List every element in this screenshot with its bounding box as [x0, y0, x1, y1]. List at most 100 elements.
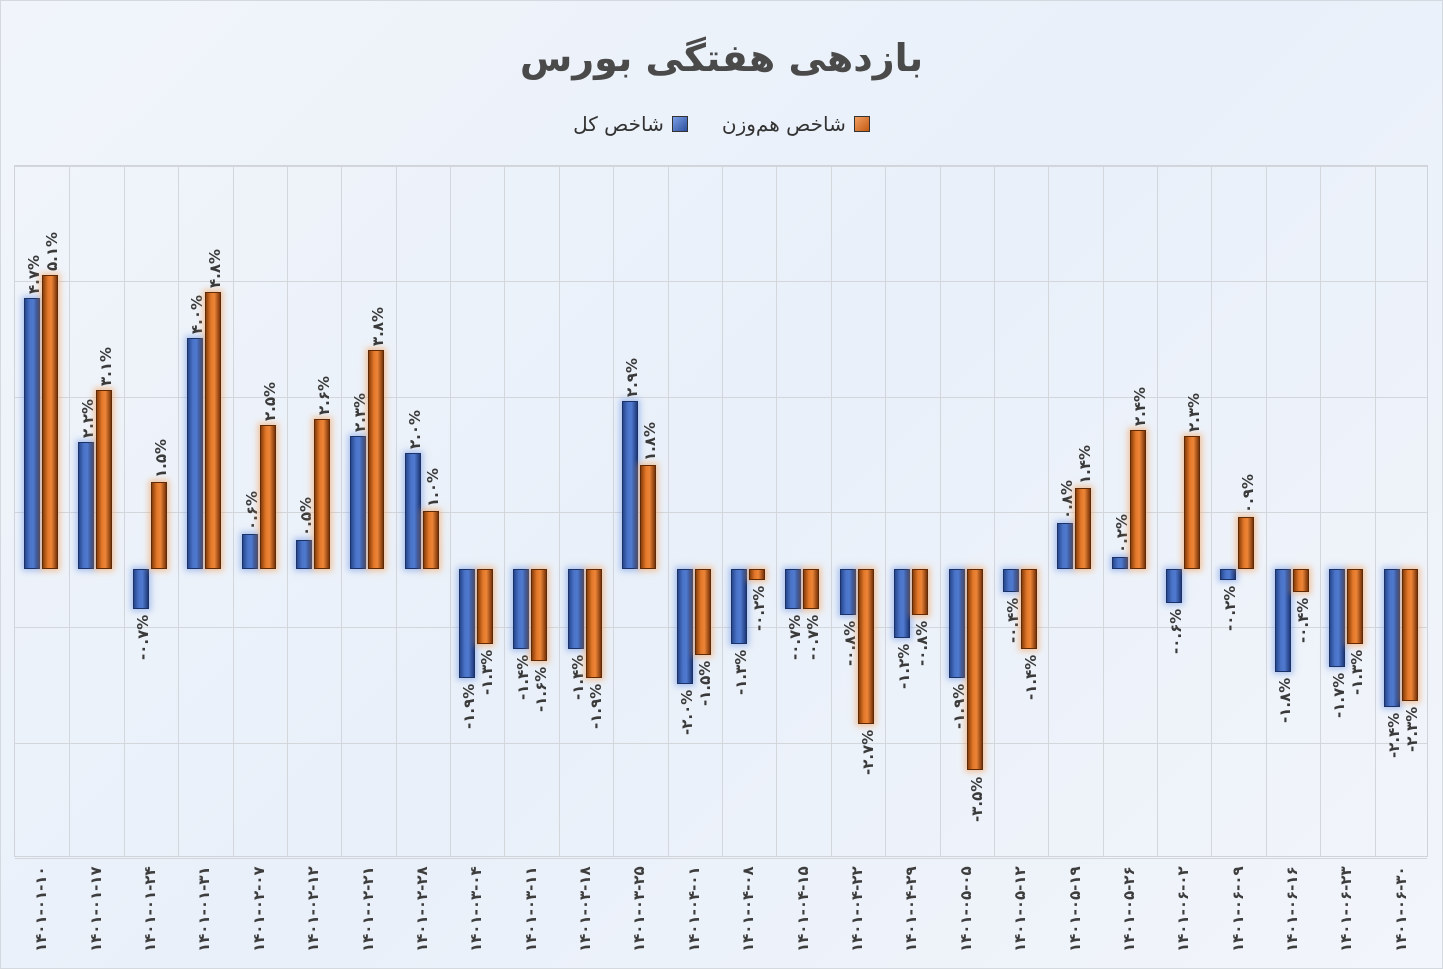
bar-equal-weight[interactable]	[259, 424, 276, 569]
bar-equal-weight[interactable]	[912, 568, 929, 615]
x-axis-tick-label: ۱۴۰۱-۰۴-۰۸	[739, 866, 758, 952]
bar-total-index[interactable]	[785, 568, 802, 610]
bar-equal-weight[interactable]	[749, 568, 765, 581]
data-label: ۰.۶%	[242, 491, 261, 531]
bar-equal-weight[interactable]	[42, 274, 58, 569]
bar-equal-weight[interactable]	[1184, 436, 1201, 569]
vertical-gridline	[69, 166, 71, 856]
bar-total-index[interactable]	[1166, 568, 1183, 604]
data-label: -۰.۸%	[913, 620, 932, 666]
bar-equal-weight[interactable]	[1347, 568, 1364, 644]
vertical-gridline	[395, 166, 397, 856]
x-axis-tick-label: ۱۴۰۱-۰۵-۱۹	[1065, 866, 1084, 952]
bar-equal-weight[interactable]	[205, 291, 222, 569]
data-label: -۰.۷%	[133, 614, 152, 661]
bar-total-index[interactable]	[731, 568, 747, 644]
bar-equal-weight[interactable]	[313, 418, 330, 569]
bar-equal-weight[interactable]	[96, 389, 113, 569]
vertical-gridline	[1374, 166, 1376, 856]
data-label: ۱.۰%	[423, 467, 442, 507]
bar-total-index[interactable]	[1057, 522, 1074, 569]
bar-equal-weight[interactable]	[1075, 487, 1092, 569]
bar-equal-weight[interactable]	[1020, 568, 1037, 650]
bar-total-index[interactable]	[1329, 568, 1346, 667]
bar-equal-weight[interactable]	[803, 568, 820, 610]
data-label: -۱.۹%	[586, 683, 605, 730]
data-label: ۲.۹%	[623, 358, 642, 398]
vertical-gridline	[286, 166, 288, 856]
plot-area	[14, 165, 1428, 859]
data-label: ۲.۶%	[314, 375, 333, 415]
data-label: -۱.۷%	[1330, 672, 1349, 718]
data-label: ۲.۵%	[260, 381, 279, 421]
data-label: ۰.۹%	[1239, 473, 1258, 513]
vertical-gridline	[1320, 166, 1322, 856]
legend-item-total-index[interactable]: شاخص کل	[573, 112, 688, 136]
bar-equal-weight[interactable]	[640, 464, 657, 569]
bar-equal-weight[interactable]	[1401, 568, 1418, 702]
data-label: -۲.۳%	[1402, 707, 1421, 753]
data-label: -۱.۴%	[568, 655, 587, 701]
bar-total-index[interactable]	[1220, 568, 1237, 581]
data-label: ۱.۵%	[151, 439, 170, 479]
data-label: -۲.۷%	[858, 730, 877, 776]
horizontal-gridline	[15, 281, 1427, 283]
data-label: -۱.۹%	[949, 683, 968, 730]
bar-equal-weight[interactable]	[150, 482, 167, 569]
horizontal-gridline	[15, 166, 1427, 167]
x-axis-tick-label: ۱۴۰۱-۰۲-۰۷	[249, 866, 268, 952]
vertical-gridline	[178, 166, 180, 856]
data-label: -۰.۴%	[1003, 597, 1022, 643]
bar-total-index[interactable]	[839, 568, 856, 615]
bar-total-index[interactable]	[622, 401, 639, 569]
x-axis-tick-label: ۱۴۰۱-۰۴-۰۱	[684, 866, 703, 952]
bar-total-index[interactable]	[350, 436, 367, 569]
x-axis-tick-label: ۱۴۰۱-۰۴-۲۹	[902, 866, 921, 952]
bar-total-index[interactable]	[676, 568, 693, 684]
bar-equal-weight[interactable]	[585, 568, 602, 679]
bar-equal-weight[interactable]	[694, 568, 711, 656]
bar-total-index[interactable]	[24, 297, 40, 569]
bar-equal-weight[interactable]	[531, 568, 548, 661]
bar-total-index[interactable]	[459, 568, 476, 679]
bar-total-index[interactable]	[567, 568, 584, 650]
x-axis-tick-label: ۱۴۰۱-۰۲-۲۱	[358, 866, 377, 952]
bar-equal-weight[interactable]	[368, 349, 385, 569]
bar-total-index[interactable]	[132, 568, 149, 610]
x-axis-tick-label: ۱۴۰۱-۰۶-۱۶	[1283, 866, 1302, 952]
legend-swatch-blue	[671, 116, 688, 132]
bar-total-index[interactable]	[404, 453, 421, 569]
vertical-gridline	[504, 166, 506, 856]
bar-total-index[interactable]	[241, 534, 258, 569]
bar-total-index[interactable]	[295, 539, 312, 569]
legend-item-equal-weight[interactable]: شاخص هم‌وزن	[722, 112, 870, 136]
vertical-gridline	[1102, 166, 1104, 856]
bar-total-index[interactable]	[1274, 568, 1291, 673]
bar-equal-weight[interactable]	[1292, 568, 1309, 592]
data-label: ۱.۴%	[1076, 444, 1095, 484]
bar-equal-weight[interactable]	[966, 568, 983, 771]
bar-equal-weight[interactable]	[1238, 516, 1255, 569]
bar-total-index[interactable]	[1002, 568, 1019, 592]
data-label: -۱.۶%	[532, 666, 551, 712]
bar-equal-weight[interactable]	[857, 568, 874, 725]
bar-total-index[interactable]	[1383, 568, 1400, 708]
bar-equal-weight[interactable]	[1129, 430, 1146, 569]
x-axis-tick-label: ۱۴۰۱-۰۳-۰۴	[467, 866, 486, 952]
bar-total-index[interactable]	[513, 568, 530, 650]
data-label: ۳.۱%	[97, 346, 116, 386]
data-label: -۱.۴%	[514, 655, 533, 701]
bar-equal-weight[interactable]	[477, 568, 494, 644]
bar-total-index[interactable]	[78, 441, 95, 569]
vertical-gridline	[939, 166, 941, 856]
bar-total-index[interactable]	[187, 338, 204, 569]
data-label: ۲.۰%	[405, 410, 424, 450]
data-label: -۱.۲%	[895, 643, 914, 689]
vertical-gridline	[776, 166, 778, 856]
bar-total-index[interactable]	[948, 568, 965, 679]
bar-total-index[interactable]	[1111, 557, 1128, 569]
bar-total-index[interactable]	[894, 568, 911, 638]
data-label: -۰.۷%	[804, 614, 823, 661]
bar-equal-weight[interactable]	[422, 511, 439, 569]
